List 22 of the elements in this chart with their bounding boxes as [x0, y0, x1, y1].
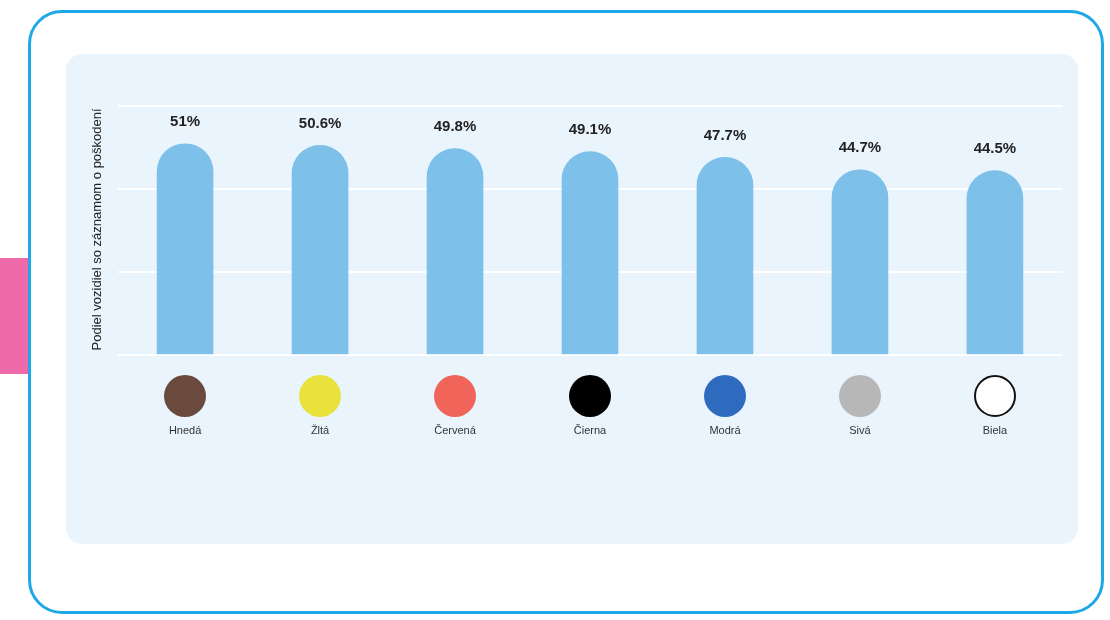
bar	[561, 151, 619, 355]
data-label: 44.7%	[838, 138, 882, 156]
data-label: 49.1%	[568, 120, 612, 138]
data-label: 44.5%	[973, 139, 1017, 157]
x-tick-label: Hnedá	[168, 424, 203, 437]
bar	[156, 143, 214, 355]
bar	[966, 170, 1024, 355]
y-axis-title: Podiel vozidiel so záznamom o poškodení	[89, 107, 105, 351]
data-label: 49.8%	[433, 117, 477, 135]
bar	[291, 145, 349, 355]
data-label: 47.7%	[703, 126, 747, 144]
data-label: 51%	[170, 112, 201, 130]
x-tick-label: Žltá	[310, 424, 331, 437]
bar	[696, 157, 754, 355]
bar	[426, 148, 484, 355]
x-tick-label: Čierna	[573, 424, 608, 437]
x-tick-label: Sivá	[849, 424, 872, 437]
bar	[831, 169, 889, 355]
x-tick-label: Červená	[434, 424, 477, 437]
data-label: 50.6%	[298, 114, 342, 132]
x-tick-label: Biela	[982, 424, 1009, 437]
x-tick-label: Modrá	[709, 424, 742, 437]
